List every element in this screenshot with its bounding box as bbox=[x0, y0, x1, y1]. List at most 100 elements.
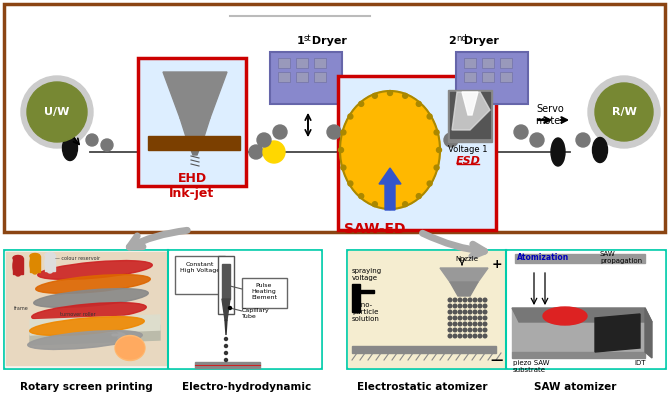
Text: +: + bbox=[492, 258, 502, 271]
FancyBboxPatch shape bbox=[270, 52, 342, 104]
Circle shape bbox=[463, 316, 467, 320]
Bar bbox=[500, 72, 512, 82]
Ellipse shape bbox=[543, 307, 587, 325]
Bar bbox=[278, 58, 290, 68]
Circle shape bbox=[483, 298, 487, 302]
Circle shape bbox=[458, 304, 462, 308]
Polygon shape bbox=[450, 282, 478, 296]
FancyArrow shape bbox=[379, 168, 401, 210]
Bar bbox=[13, 258, 23, 274]
Bar bbox=[448, 90, 492, 142]
Circle shape bbox=[387, 91, 393, 95]
Circle shape bbox=[478, 322, 482, 326]
Circle shape bbox=[453, 316, 457, 320]
Circle shape bbox=[460, 125, 474, 139]
FancyBboxPatch shape bbox=[347, 250, 665, 368]
Circle shape bbox=[273, 125, 287, 139]
Text: 2: 2 bbox=[448, 36, 456, 46]
Text: Pulse
Heating
Element: Pulse Heating Element bbox=[251, 283, 277, 300]
Circle shape bbox=[225, 344, 227, 348]
Circle shape bbox=[448, 316, 452, 320]
Circle shape bbox=[473, 334, 477, 338]
Ellipse shape bbox=[588, 76, 660, 148]
FancyBboxPatch shape bbox=[175, 256, 225, 294]
Circle shape bbox=[101, 139, 113, 151]
Circle shape bbox=[343, 133, 357, 147]
Circle shape bbox=[463, 334, 467, 338]
Polygon shape bbox=[440, 268, 488, 282]
Bar bbox=[352, 346, 496, 353]
Polygon shape bbox=[462, 92, 478, 115]
Circle shape bbox=[86, 134, 98, 146]
Text: nano-
particle
solution: nano- particle solution bbox=[352, 302, 380, 322]
Bar bbox=[500, 58, 512, 68]
Ellipse shape bbox=[62, 136, 78, 160]
Circle shape bbox=[448, 328, 452, 332]
Circle shape bbox=[453, 298, 457, 302]
Circle shape bbox=[263, 141, 285, 163]
Circle shape bbox=[458, 322, 462, 326]
Circle shape bbox=[576, 133, 590, 147]
Circle shape bbox=[453, 310, 457, 314]
Circle shape bbox=[463, 328, 467, 332]
Ellipse shape bbox=[33, 288, 149, 307]
Text: frame: frame bbox=[14, 306, 29, 311]
Circle shape bbox=[458, 310, 462, 314]
Ellipse shape bbox=[30, 253, 40, 259]
Text: Rotary screen printing: Rotary screen printing bbox=[19, 382, 153, 392]
Circle shape bbox=[403, 202, 407, 207]
Bar bbox=[464, 72, 476, 82]
Ellipse shape bbox=[29, 316, 145, 336]
Circle shape bbox=[348, 181, 353, 186]
Circle shape bbox=[453, 322, 457, 326]
Bar bbox=[278, 72, 290, 82]
Circle shape bbox=[478, 334, 482, 338]
Circle shape bbox=[348, 114, 353, 119]
Circle shape bbox=[478, 310, 482, 314]
Polygon shape bbox=[452, 92, 490, 130]
Bar bbox=[450, 92, 490, 138]
Circle shape bbox=[448, 304, 452, 308]
Polygon shape bbox=[225, 320, 227, 335]
Circle shape bbox=[359, 194, 364, 199]
Circle shape bbox=[468, 304, 472, 308]
Circle shape bbox=[458, 328, 462, 332]
Text: st: st bbox=[304, 34, 312, 43]
Ellipse shape bbox=[13, 255, 23, 261]
Text: Dryer: Dryer bbox=[308, 36, 347, 46]
Polygon shape bbox=[222, 299, 230, 320]
Bar bbox=[296, 72, 308, 82]
Circle shape bbox=[453, 304, 457, 308]
Circle shape bbox=[473, 310, 477, 314]
Text: Nozzle: Nozzle bbox=[455, 256, 478, 262]
Ellipse shape bbox=[45, 253, 55, 257]
Polygon shape bbox=[180, 118, 210, 140]
Text: piezo SAW
substrate: piezo SAW substrate bbox=[513, 360, 549, 373]
Text: turnover roller: turnover roller bbox=[60, 312, 96, 317]
Circle shape bbox=[478, 316, 482, 320]
Circle shape bbox=[257, 133, 271, 147]
Circle shape bbox=[448, 334, 452, 338]
Polygon shape bbox=[187, 140, 203, 155]
Text: —: — bbox=[491, 354, 503, 367]
Bar bbox=[515, 254, 645, 263]
Ellipse shape bbox=[45, 253, 55, 273]
Circle shape bbox=[448, 322, 452, 326]
Circle shape bbox=[458, 298, 462, 302]
Bar bbox=[314, 72, 326, 82]
Circle shape bbox=[530, 133, 544, 147]
Ellipse shape bbox=[340, 91, 440, 209]
Text: SAW-ED: SAW-ED bbox=[345, 222, 406, 236]
Circle shape bbox=[463, 310, 467, 314]
Text: SAW atomizer: SAW atomizer bbox=[534, 382, 616, 392]
Circle shape bbox=[427, 181, 432, 186]
Polygon shape bbox=[30, 315, 160, 335]
Ellipse shape bbox=[116, 337, 144, 359]
Text: Atomization: Atomization bbox=[517, 253, 569, 263]
Circle shape bbox=[436, 148, 442, 152]
Circle shape bbox=[416, 194, 421, 199]
Circle shape bbox=[478, 304, 482, 308]
Circle shape bbox=[444, 133, 458, 147]
Text: R/W: R/W bbox=[611, 107, 636, 117]
Bar bbox=[6, 252, 166, 365]
